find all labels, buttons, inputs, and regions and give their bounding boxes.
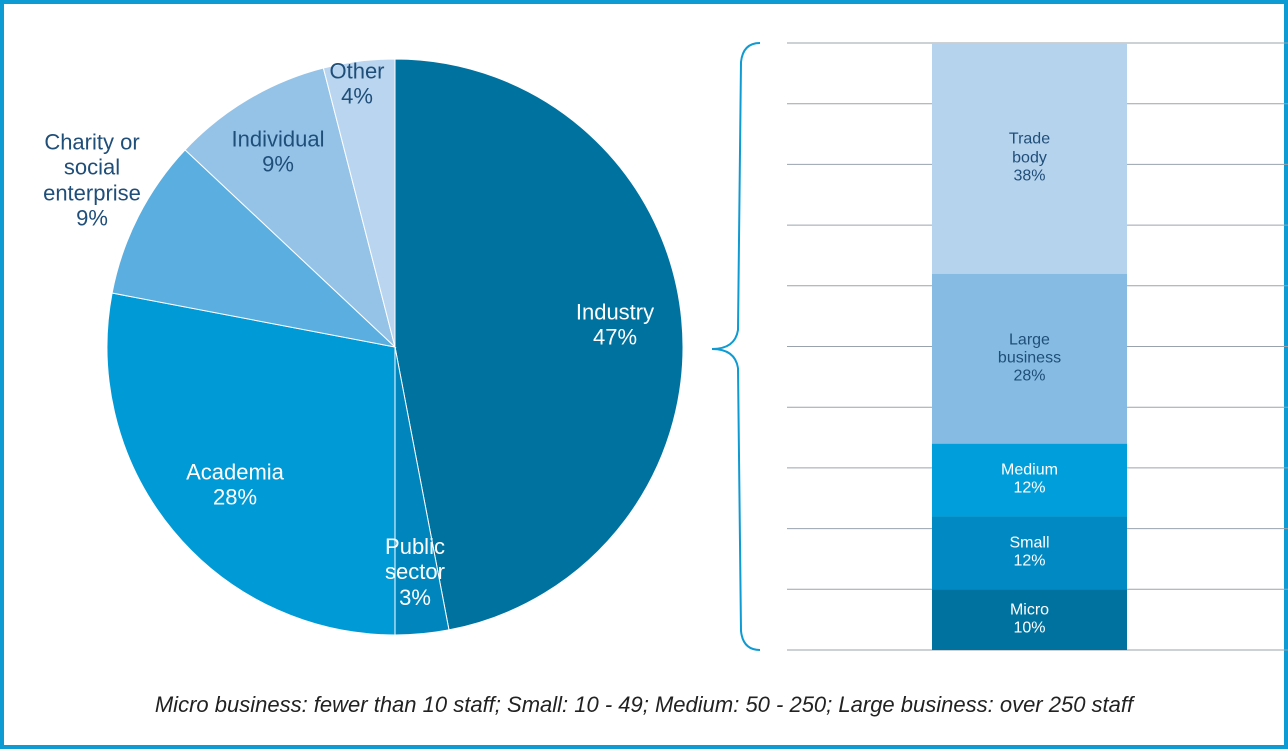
label-value: 28% [1013,367,1046,385]
data-label: Large business 28% [980,331,1080,386]
label-value: 10% [1013,619,1046,637]
label-value: 47% [592,325,638,350]
label-value: 38% [1013,167,1046,185]
pie-slice [111,149,397,348]
data-label: Individual 9% [213,127,343,178]
label-name: Large business [997,331,1062,367]
label-value: 28% [212,485,258,510]
label-value: 12% [1013,552,1046,570]
label-value: 3% [399,584,431,610]
pie-slice [394,58,684,631]
bar-segment [932,589,1127,650]
pie-slice [322,58,396,348]
label-name: Industry [575,299,655,325]
data-label: Trade body 38% [1000,131,1060,186]
bar-segment [932,443,1127,517]
label-name: Medium [1001,461,1058,479]
label-value: 12% [1013,480,1046,498]
label-name: Trade body [1008,130,1051,167]
label-name: Small [1009,534,1050,552]
bar-segment [932,43,1127,274]
bar-segment [932,273,1127,444]
label-value: 9% [262,152,294,177]
pie-slice [184,67,396,349]
label-value: 9% [76,205,108,231]
data-label: Public sector 3% [370,534,460,610]
brace [711,42,761,651]
data-label: Small 12% [1000,534,1060,571]
bar-segment [932,516,1127,590]
data-label: Charity or social enterprise 9% [27,129,157,230]
label-name: Charity or social enterprise [43,129,141,205]
pie-slice [106,292,396,636]
footnote: Micro business: fewer than 10 staff; Sma… [154,692,1134,717]
data-label: Medium 12% [990,462,1070,499]
label-value: 4% [341,84,373,109]
data-label: Micro 10% [1000,601,1060,638]
label-name: Individual [231,126,325,152]
label-name: Micro [1009,601,1050,619]
label-name: Academia [186,459,284,485]
data-label: Industry 47% [555,300,675,351]
label-name: Other [329,58,385,84]
data-label: Academia 28% [175,460,295,511]
label-name: Public sector [385,534,445,585]
data-label: Other 4% [317,59,397,110]
